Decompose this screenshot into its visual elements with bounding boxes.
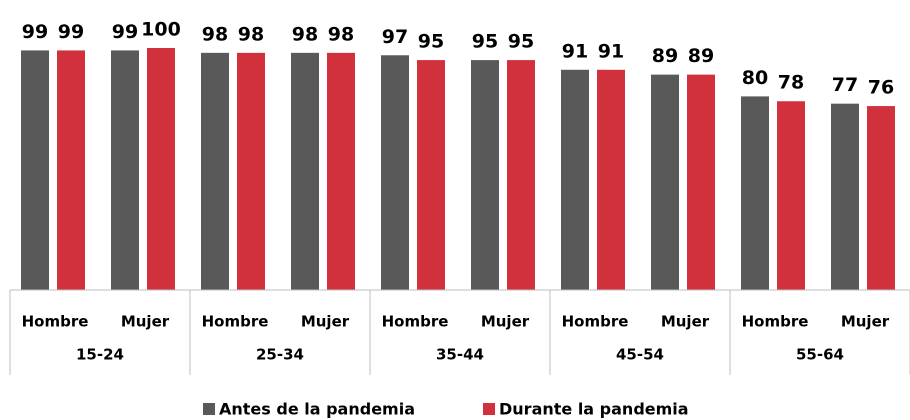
bar (381, 55, 409, 291)
x-tick-label: Mujer (121, 313, 170, 331)
bar (147, 48, 175, 290)
group-label: 45-54 (616, 346, 664, 364)
data-label: 99 (22, 21, 48, 43)
bar (21, 50, 49, 290)
bar (471, 60, 499, 290)
data-label: 76 (868, 77, 894, 99)
bar (111, 50, 139, 290)
x-tick-label: Hombre (202, 313, 269, 331)
data-label: 99 (112, 21, 138, 43)
data-label: 91 (562, 40, 588, 62)
bar (561, 69, 589, 290)
x-tick-label: Mujer (481, 313, 530, 331)
x-tick-label: Mujer (841, 313, 890, 331)
x-tick-label: Hombre (382, 313, 449, 331)
x-tick-label: Mujer (301, 313, 350, 331)
data-label: 97 (382, 26, 408, 48)
bar (417, 60, 445, 290)
x-tick-label: Hombre (742, 313, 809, 331)
data-label: 91 (598, 40, 624, 62)
data-label: 95 (508, 31, 534, 53)
legend-label: Durante la pandemia (499, 400, 689, 419)
group-label: 25-34 (256, 346, 304, 364)
group-label: 55-64 (796, 346, 844, 364)
bar (777, 101, 805, 291)
data-label: 89 (688, 45, 714, 67)
data-label: 99 (58, 21, 84, 43)
data-label: 98 (292, 23, 318, 45)
data-label: 89 (652, 45, 678, 67)
data-label: 98 (202, 23, 228, 45)
bar (507, 60, 535, 290)
bar (741, 96, 769, 291)
group-label: 15-24 (76, 346, 124, 364)
data-label: 78 (778, 72, 804, 94)
x-tick-label: Hombre (562, 313, 629, 331)
bar (651, 74, 679, 291)
bar (327, 52, 355, 291)
bar (867, 106, 895, 290)
group-label: 35-44 (436, 346, 484, 364)
bar (57, 50, 85, 290)
data-label: 95 (418, 31, 444, 53)
bar (237, 52, 265, 291)
bar (597, 69, 625, 290)
legend-swatch (483, 403, 495, 415)
bar (291, 52, 319, 291)
x-tick-label: Hombre (22, 313, 89, 331)
bar (831, 103, 859, 290)
data-label: 80 (742, 67, 768, 89)
legend-swatch (203, 403, 215, 415)
bar (201, 52, 229, 291)
data-label: 98 (328, 23, 354, 45)
data-label: 95 (472, 31, 498, 53)
bar (687, 74, 715, 291)
legend-label: Antes de la pandemia (219, 400, 415, 419)
x-tick-label: Mujer (661, 313, 710, 331)
data-label: 100 (141, 19, 181, 41)
data-label: 98 (238, 23, 264, 45)
data-label: 77 (832, 74, 858, 96)
